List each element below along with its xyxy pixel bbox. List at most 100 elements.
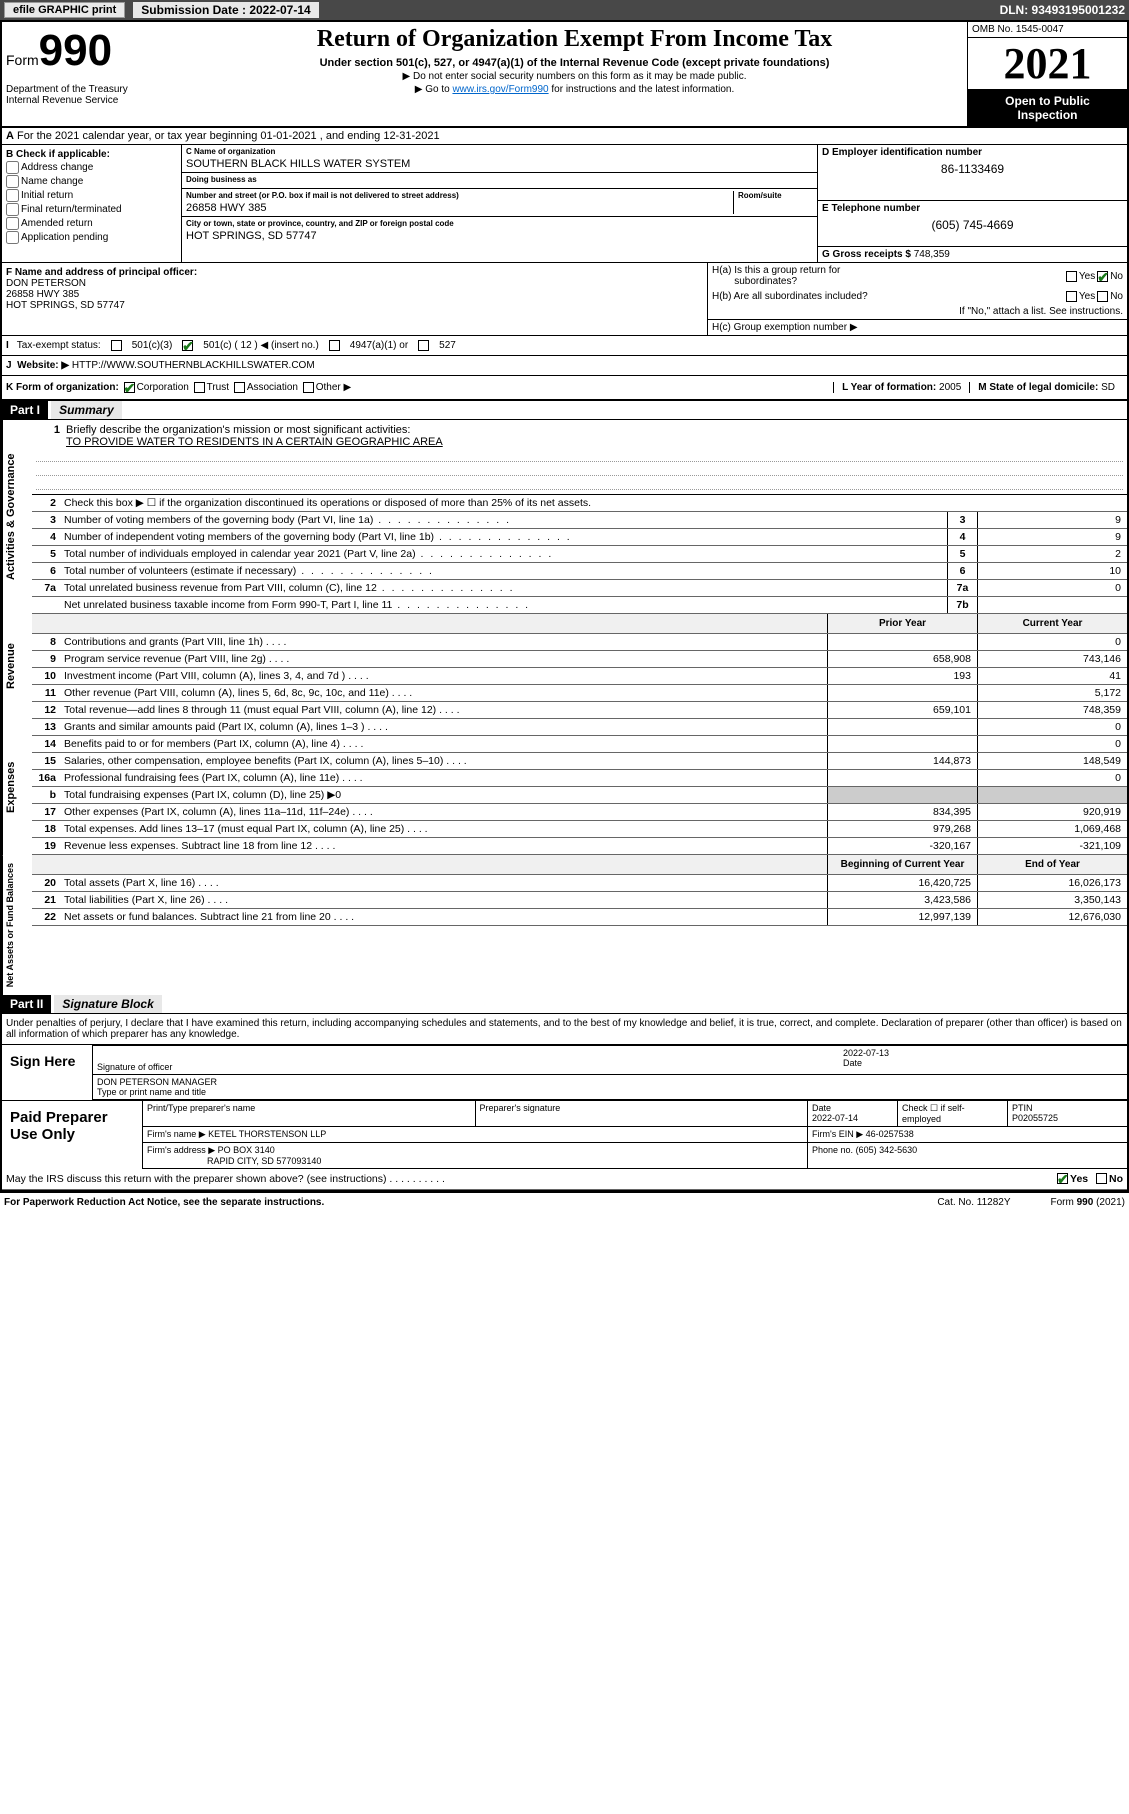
cb-4947a1[interactable] <box>329 340 340 351</box>
address-label: Number and street (or P.O. box if mail i… <box>186 191 733 200</box>
current-value: 743,146 <box>977 651 1127 667</box>
form-note-1: ▶ Do not enter social security numbers o… <box>186 71 963 82</box>
prior-value <box>827 634 977 650</box>
sig-date-value: 2022-07-13 <box>843 1048 889 1058</box>
current-value: -321,109 <box>977 838 1127 854</box>
line-text: Number of voting members of the governin… <box>62 512 947 528</box>
irs-link[interactable]: www.irs.gov/Form990 <box>452 84 548 95</box>
h-a-yes[interactable] <box>1066 271 1077 282</box>
h-b-yes[interactable] <box>1066 291 1077 302</box>
footer-cat: Cat. No. 11282Y <box>937 1197 1010 1208</box>
h-b-no[interactable] <box>1097 291 1108 302</box>
gross-receipts-label: G Gross receipts $ <box>822 249 911 260</box>
website-label: Website: ▶ <box>17 360 69 371</box>
cb-corporation[interactable] <box>124 382 135 393</box>
current-value: 41 <box>977 668 1127 684</box>
cb-association[interactable] <box>234 382 245 393</box>
sig-name-label: Type or print name and title <box>97 1087 206 1097</box>
firm-name: KETEL THORSTENSON LLP <box>208 1129 326 1139</box>
irs-discuss-no[interactable] <box>1096 1173 1107 1184</box>
line-text: Grants and similar amounts paid (Part IX… <box>62 719 827 735</box>
sig-officer-label: Signature of officer <box>97 1062 172 1072</box>
dept-treasury: Department of the Treasury Internal Reve… <box>6 84 178 106</box>
prior-value <box>827 685 977 701</box>
box-f-label: F Name and address of principal officer: <box>6 267 197 278</box>
cb-application-pending[interactable]: Application pending <box>6 231 177 244</box>
cb-name-change[interactable]: Name change <box>6 175 177 188</box>
address-value: 26858 HWY 385 <box>186 202 733 214</box>
cb-trust[interactable] <box>194 382 205 393</box>
prior-value: 16,420,725 <box>827 875 977 891</box>
line-box: 4 <box>947 529 977 545</box>
current-value: 12,676,030 <box>977 909 1127 925</box>
h-b-label: H(b) Are all subordinates included? <box>712 291 1064 302</box>
form-title: Return of Organization Exempt From Incom… <box>186 26 963 53</box>
prior-value: -320,167 <box>827 838 977 854</box>
state-domicile-label: M State of legal domicile: <box>978 382 1098 393</box>
paid-preparer-label: Paid Preparer Use Only <box>2 1101 142 1169</box>
sidebar-netassets: Net Assets or Fund Balances <box>2 855 32 995</box>
h-b-note: If "No," attach a list. See instructions… <box>959 306 1123 317</box>
eoy-header: End of Year <box>977 855 1127 874</box>
irs-discuss-yes[interactable] <box>1057 1173 1068 1184</box>
current-value: 920,919 <box>977 804 1127 820</box>
line-value: 0 <box>977 580 1127 596</box>
current-value: 148,549 <box>977 753 1127 769</box>
firm-ein: 46-0257538 <box>866 1129 914 1139</box>
sidebar-revenue: Revenue <box>2 614 32 719</box>
cb-final-return[interactable]: Final return/terminated <box>6 203 177 216</box>
line-value <box>977 597 1127 613</box>
h-a-label: H(a) Is this a group return for subordin… <box>712 265 1064 287</box>
prior-value: 193 <box>827 668 977 684</box>
line-text: Revenue less expenses. Subtract line 18 … <box>62 838 827 854</box>
cb-amended-return[interactable]: Amended return <box>6 217 177 230</box>
h-a-no[interactable] <box>1097 271 1108 282</box>
org-name-label: C Name of organization <box>186 147 813 156</box>
line-value: 9 <box>977 512 1127 528</box>
line-text: Total liabilities (Part X, line 26) . . … <box>62 892 827 908</box>
line-text: Total expenses. Add lines 13–17 (must eq… <box>62 821 827 837</box>
line1-label: Briefly describe the organization's miss… <box>66 424 410 436</box>
self-employed-check[interactable]: Check ☐ if self-employed <box>897 1101 1007 1126</box>
firm-addr1: PO BOX 3140 <box>218 1145 275 1155</box>
cb-501c[interactable] <box>182 340 193 351</box>
part1-header: Part I <box>2 401 48 419</box>
year-formation-label: L Year of formation: <box>842 382 936 393</box>
line-text: Net assets or fund balances. Subtract li… <box>62 909 827 925</box>
row-a-taxyear: A For the 2021 calendar year, or tax yea… <box>2 128 1127 145</box>
line-text: Number of independent voting members of … <box>62 529 947 545</box>
preparer-date: 2022-07-14 <box>812 1113 858 1123</box>
h-c-label: H(c) Group exemption number ▶ <box>712 322 858 333</box>
current-value: 1,069,468 <box>977 821 1127 837</box>
part2-header: Part II <box>2 995 51 1013</box>
phone-label: E Telephone number <box>822 203 1123 214</box>
cb-other[interactable] <box>303 382 314 393</box>
firm-addr2: RAPID CITY, SD 577093140 <box>207 1156 321 1166</box>
line-text: Contributions and grants (Part VIII, lin… <box>62 634 827 650</box>
footer-pra: For Paperwork Reduction Act Notice, see … <box>4 1197 937 1208</box>
boy-header: Beginning of Current Year <box>827 855 977 874</box>
box-b-checkboxes: B Check if applicable: Address change Na… <box>2 145 182 262</box>
room-label: Room/suite <box>738 191 813 200</box>
current-value: 0 <box>977 770 1127 786</box>
cb-527[interactable] <box>418 340 429 351</box>
prior-value <box>827 736 977 752</box>
form-subtitle: Under section 501(c), 527, or 4947(a)(1)… <box>186 57 963 69</box>
line-text: Professional fundraising fees (Part IX, … <box>62 770 827 786</box>
ptin-value: P02055725 <box>1012 1113 1058 1123</box>
line-text: Program service revenue (Part VIII, line… <box>62 651 827 667</box>
state-domicile-value: SD <box>1101 382 1115 393</box>
current-value: 748,359 <box>977 702 1127 718</box>
line-box: 5 <box>947 546 977 562</box>
prior-value: 659,101 <box>827 702 977 718</box>
ein-label: D Employer identification number <box>822 147 1123 158</box>
cb-address-change[interactable]: Address change <box>6 161 177 174</box>
cb-initial-return[interactable]: Initial return <box>6 189 177 202</box>
officer-addr2: HOT SPRINGS, SD 57747 <box>6 300 125 311</box>
efile-print-button[interactable]: efile GRAPHIC print <box>4 2 125 18</box>
cb-501c3[interactable] <box>111 340 122 351</box>
gross-receipts-value: 748,359 <box>914 249 950 260</box>
prior-value: 979,268 <box>827 821 977 837</box>
line-text: Net unrelated business taxable income fr… <box>62 597 947 613</box>
prior-value <box>827 770 977 786</box>
